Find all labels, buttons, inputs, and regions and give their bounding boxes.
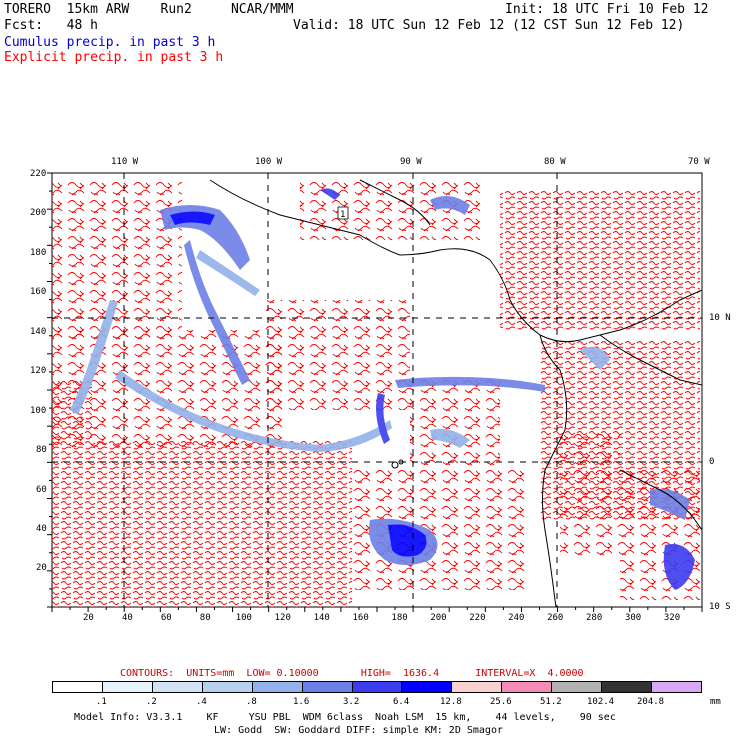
legend-explicit-precip: Explicit precip. in past 3 h (4, 50, 224, 65)
precip-colorbar (52, 681, 702, 693)
colorbar-swatch (252, 682, 303, 692)
header-init-time: Init: 18 UTC Fri 10 Feb 12 (505, 2, 709, 17)
colorbar-value-label: .2 (146, 697, 157, 707)
axis-ticks (47, 172, 703, 612)
contour-info: CONTOURS: UNITS=mm LOW= 0.10000 HIGH= 16… (120, 668, 584, 679)
x-tick-label: 80 (199, 613, 211, 623)
x-tick-label: 40 (121, 613, 133, 623)
footer-model-info: Model Info: V3.3.1 KF YSU PBL WDM 6class… (74, 712, 616, 723)
lon-label-100w: 100 W (255, 157, 283, 167)
colorbar-value-label: .8 (246, 697, 257, 707)
colorbar-swatch (352, 682, 403, 692)
colorbar-value-label: 102.4 (587, 697, 615, 707)
footer-physics-info: LW: Godd SW: Goddard DIFF: simple KM: 2D… (214, 725, 503, 736)
lon-label-70w: 70 W (688, 157, 710, 167)
x-tick-label: 200 (430, 613, 447, 623)
legend-cumulus-precip: Cumulus precip. in past 3 h (4, 35, 216, 50)
colorbar-swatch (302, 682, 353, 692)
y-tick-label: 100 (30, 405, 47, 416)
lon-label-90w: 90 W (400, 157, 422, 167)
colorbar-value-label: 3.2 (343, 697, 360, 707)
colorbar-value-label: 25.6 (490, 697, 512, 707)
x-tick-label: 60 (160, 613, 172, 623)
y-tick-label: 20 (36, 563, 47, 574)
colorbar-swatch (202, 682, 253, 692)
lat-label-10s: 10 S (709, 602, 731, 612)
x-tick-label: 220 (469, 613, 486, 623)
y-tick-label: 140 (30, 326, 47, 337)
x-tick-label: 100 (235, 613, 252, 623)
x-tick-label: 320 (663, 613, 681, 623)
cumulus-precip-shading (70, 188, 695, 590)
colorbar-swatch (552, 682, 603, 692)
y-tick-label: 120 (30, 366, 47, 377)
x-tick-label: 160 (352, 613, 369, 623)
coastlines (209, 179, 702, 607)
x-tick-label: 20 (83, 613, 94, 623)
x-tick-label: 300 (624, 613, 642, 623)
colorbar-value-label: 12.8 (440, 697, 462, 707)
y-tick-label: 180 (30, 247, 47, 258)
lon-label-80w: 80 W (544, 157, 566, 167)
x-tick-label: 260 (547, 613, 564, 623)
colorbar-value-label: 51.2 (540, 697, 562, 707)
y-tick-label: 200 (30, 208, 47, 219)
y-tick-label: 160 (30, 287, 47, 298)
x-tick-label: 240 (508, 613, 525, 623)
colorbar-swatch (152, 682, 203, 692)
y-tick-label: 60 (36, 484, 47, 495)
colorbar-value-label: 1.6 (293, 697, 310, 707)
colorbar-swatch (102, 682, 153, 692)
x-tick-label: 140 (313, 613, 330, 623)
colorbar-unit: mm (710, 697, 721, 707)
colorbar-swatch (502, 682, 553, 692)
colorbar-value-label: 6.4 (393, 697, 410, 707)
x-tick-label: 180 (391, 613, 408, 623)
colorbar-swatch (402, 682, 453, 692)
colorbar-swatch (53, 682, 103, 692)
x-tick-label: 280 (586, 613, 603, 623)
lon-label-110w: 110 W (111, 157, 139, 167)
header-forecast-hour: Fcst: 48 h (4, 18, 98, 33)
colorbar-value-label: .1 (96, 697, 107, 707)
colorbar-swatch (602, 682, 653, 692)
station-marker-label: 1 (340, 210, 345, 220)
colorbar-value-label: .4 (196, 697, 207, 707)
y-tick-label: 220 (30, 168, 47, 179)
latlon-grid (52, 173, 702, 607)
lat-label-10n: 10 N (709, 313, 731, 323)
header-model-title: TORERO 15km ARW Run2 NCAR/MMM (4, 2, 294, 17)
y-tick-label: 40 (36, 524, 47, 535)
x-tick-label: 120 (274, 613, 291, 623)
lat-label-0: 0 (709, 457, 715, 467)
y-tick-label: 80 (36, 445, 47, 456)
colorbar-value-label: 204.8 (637, 697, 665, 707)
header-valid-time: Valid: 18 UTC Sun 12 Feb 12 (12 CST Sun … (293, 18, 685, 33)
station-markers: 1 (337, 206, 349, 220)
colorbar-swatch (652, 682, 701, 692)
colorbar-swatch (452, 682, 503, 692)
